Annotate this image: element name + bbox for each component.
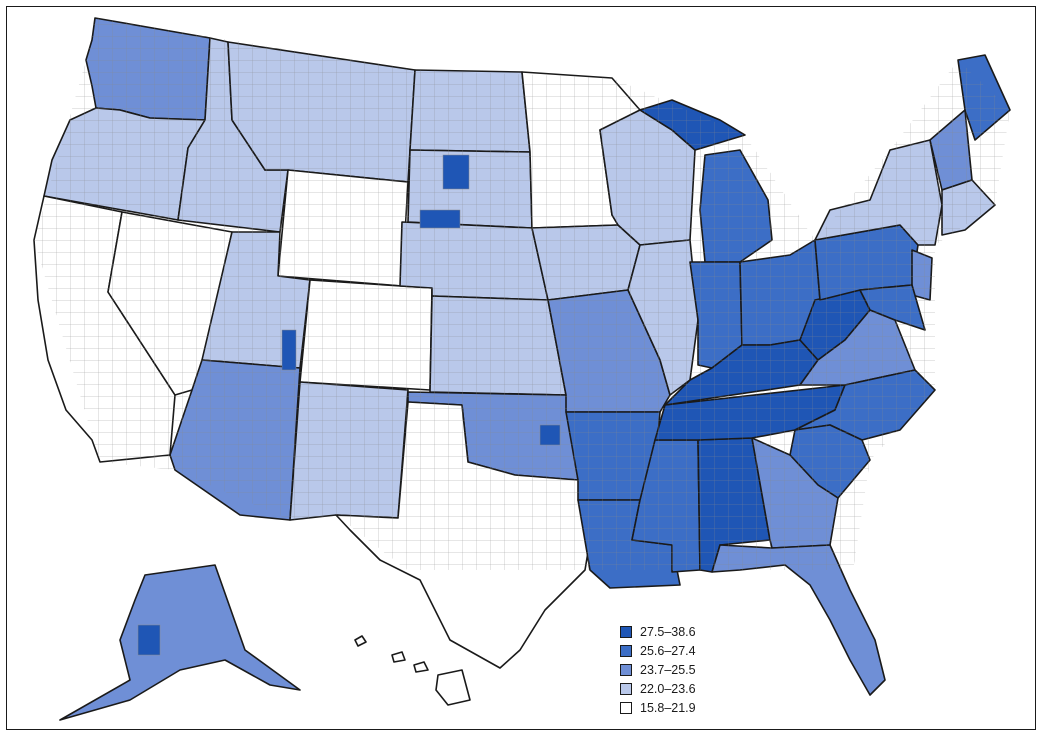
legend-label-1: 27.5–38.6 xyxy=(640,624,696,639)
legend-item-2: 25.6–27.4 xyxy=(620,641,760,660)
high-rate-county-clusters xyxy=(137,154,561,656)
legend-label-4: 22.0–23.6 xyxy=(640,681,696,696)
legend-swatch-4 xyxy=(620,682,632,695)
legend-item-1: 27.5–38.6 xyxy=(620,622,760,641)
legend-item-4: 22.0–23.6 xyxy=(620,679,760,698)
state-alaska xyxy=(59,564,301,721)
county-boundaries xyxy=(34,18,1010,570)
legend-item-5: 15.8–21.9 xyxy=(620,698,760,717)
legend-swatch-3 xyxy=(620,663,632,676)
legend-label-3: 23.7–25.5 xyxy=(640,662,696,677)
legend-label-5: 15.8–21.9 xyxy=(640,700,696,715)
legend-item-3: 23.7–25.5 xyxy=(620,660,760,679)
legend-label-2: 25.6–27.4 xyxy=(640,643,696,658)
legend-swatch-1 xyxy=(620,625,632,638)
legend-swatch-2 xyxy=(620,644,632,657)
map-legend: 27.5–38.6 25.6–27.4 23.7–25.5 22.0–23.6 … xyxy=(620,622,760,717)
legend-swatch-5 xyxy=(620,701,632,714)
state-hawaii xyxy=(354,635,471,706)
